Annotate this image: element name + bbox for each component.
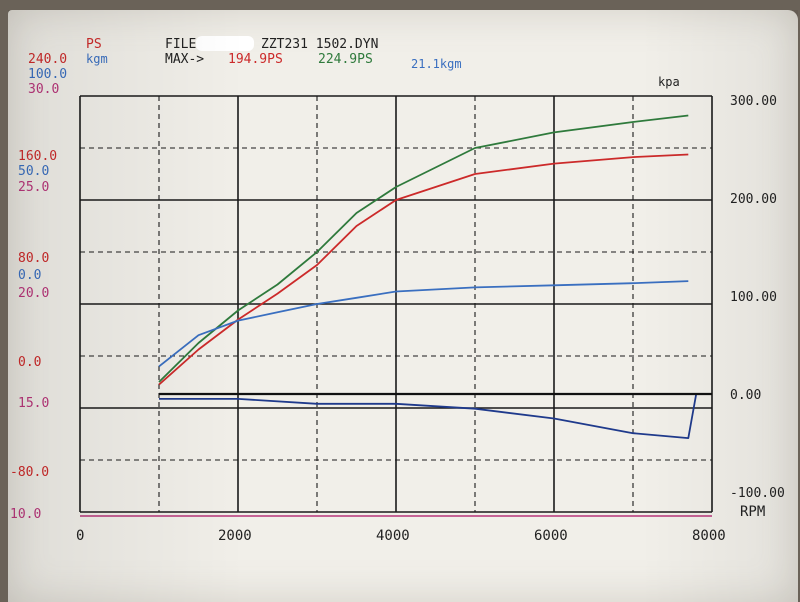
left-tick-red-80: 80.0 [18, 251, 49, 266]
kpa-axis-label: kpa [658, 75, 680, 89]
x-tick-label: 2000 [218, 528, 252, 544]
left-tick-red-160: 160.0 [18, 149, 57, 164]
series-darkblue-line [159, 393, 698, 439]
left-tick-black-30: 30.0 [28, 82, 59, 97]
left-tick-red-0: 0.0 [18, 355, 41, 370]
series-green-line [158, 114, 689, 383]
chart-series [158, 114, 712, 439]
max-ps-red: 194.9PS [228, 52, 283, 67]
left-tick-black-15: 15.0 [18, 396, 49, 411]
right-tick-label: 300.00 [730, 94, 777, 109]
ps-unit-label: PS [86, 37, 102, 52]
x-axis-label: RPM [740, 504, 765, 520]
right-tick-label: 0.00 [730, 388, 761, 403]
series-red-line [158, 153, 689, 386]
right-tick-label: 100.00 [730, 290, 777, 305]
file-name: ZZT231 1502.DYN [261, 37, 378, 52]
left-tick-blue-0: 0.0 [18, 268, 41, 283]
left-tick-red-240: 240.0 [28, 52, 67, 67]
redacted-filename [196, 36, 254, 51]
max-kgm: 21.1kgm [411, 57, 462, 71]
file-label: FILE [165, 37, 196, 52]
left-axis-labels: 240.0 100.0 30.0 160.0 50.0 25.0 80.0 0.… [10, 52, 67, 522]
kgm-unit-label: kgm [86, 52, 108, 66]
x-tick-label: 4000 [376, 528, 410, 544]
chart-axes: 0 2000 4000 6000 8000 RPM 300.00 200.00 100.00 0.… [76, 94, 785, 544]
right-tick-label: 200.00 [730, 192, 777, 207]
left-tick-black-20: 20.0 [18, 286, 49, 301]
x-tick-label: 8000 [692, 528, 726, 544]
series-blue-line [158, 280, 689, 368]
printout-paper [8, 10, 798, 602]
left-tick-blue-50: 50.0 [18, 164, 49, 179]
x-tick-label: 0 [76, 528, 84, 544]
left-tick-black-10: 10.0 [10, 507, 41, 522]
max-ps-green: 224.9PS [318, 52, 373, 67]
x-tick-label: 6000 [534, 528, 568, 544]
chart-header: PS kgm FILE ZZT231 1502.DYN MAX-> 194.9P… [86, 36, 680, 89]
left-tick-black-25: 25.0 [18, 180, 49, 195]
left-tick-blue-100: 100.0 [28, 67, 67, 82]
left-tick-red-minus80: -80.0 [10, 465, 49, 480]
right-tick-label: -100.00 [730, 486, 785, 501]
max-label: MAX-> [165, 52, 204, 67]
